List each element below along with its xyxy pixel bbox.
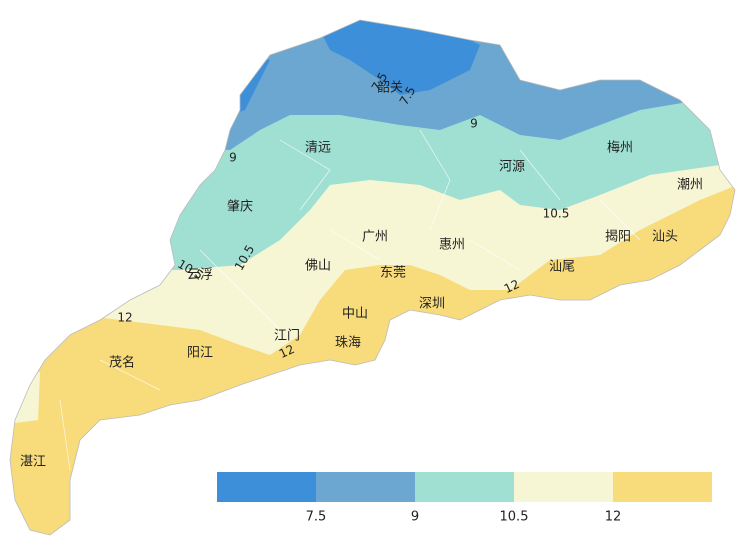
city-label: 潮州: [677, 178, 703, 193]
legend-swatch: [613, 472, 712, 502]
city-label: 江门: [274, 329, 300, 344]
city-label: 汕头: [652, 230, 678, 245]
city-label: 云浮: [187, 268, 213, 283]
legend-swatch: [316, 472, 415, 502]
contour-label: 10.5: [543, 207, 570, 221]
cities: 韶关 清远 梅州 河源 潮州 肇庆 广州 惠州 揭阳 汕头 佛山 云浮 东莞 汕…: [20, 80, 703, 470]
legend-label: 12: [605, 510, 622, 525]
contour-label: 12: [502, 277, 522, 296]
city-label: 汕尾: [549, 260, 575, 275]
city-label: 中山: [342, 307, 368, 322]
contour-label: 9: [229, 151, 237, 165]
city-label: 茂名: [109, 355, 135, 371]
legend-swatch: [514, 472, 613, 502]
city-label: 梅州: [607, 141, 633, 156]
city-label: 东莞: [380, 266, 406, 281]
city-label: 揭阳: [605, 230, 631, 245]
city-label: 肇庆: [227, 200, 253, 215]
city-label: 珠海: [335, 336, 361, 351]
province-outline: [9, 19, 736, 536]
city-label: 韶关: [377, 80, 403, 96]
district-border: [59, 129, 641, 471]
city-label: 广州: [362, 230, 388, 245]
legend-label: 9: [411, 510, 419, 525]
city-label: 湛江: [20, 455, 46, 470]
band: [320, 20, 480, 95]
city-label: 佛山: [305, 259, 331, 274]
legend-label: 10.5: [500, 510, 529, 525]
legend: 7.5 9 10.5 12: [217, 472, 712, 525]
contour-label: 12: [277, 342, 297, 361]
city-label: 河源: [499, 160, 525, 175]
legend-swatch: [217, 472, 316, 502]
legend-label: 7.5: [306, 510, 327, 525]
contour-label: 9: [470, 117, 478, 131]
city-label: 清远: [305, 141, 331, 156]
city-label: 惠州: [439, 238, 465, 253]
legend-swatch: [415, 472, 514, 502]
contour-label: 12: [117, 311, 132, 325]
city-label: 深圳: [419, 297, 445, 312]
city-label: 阳江: [187, 346, 213, 361]
